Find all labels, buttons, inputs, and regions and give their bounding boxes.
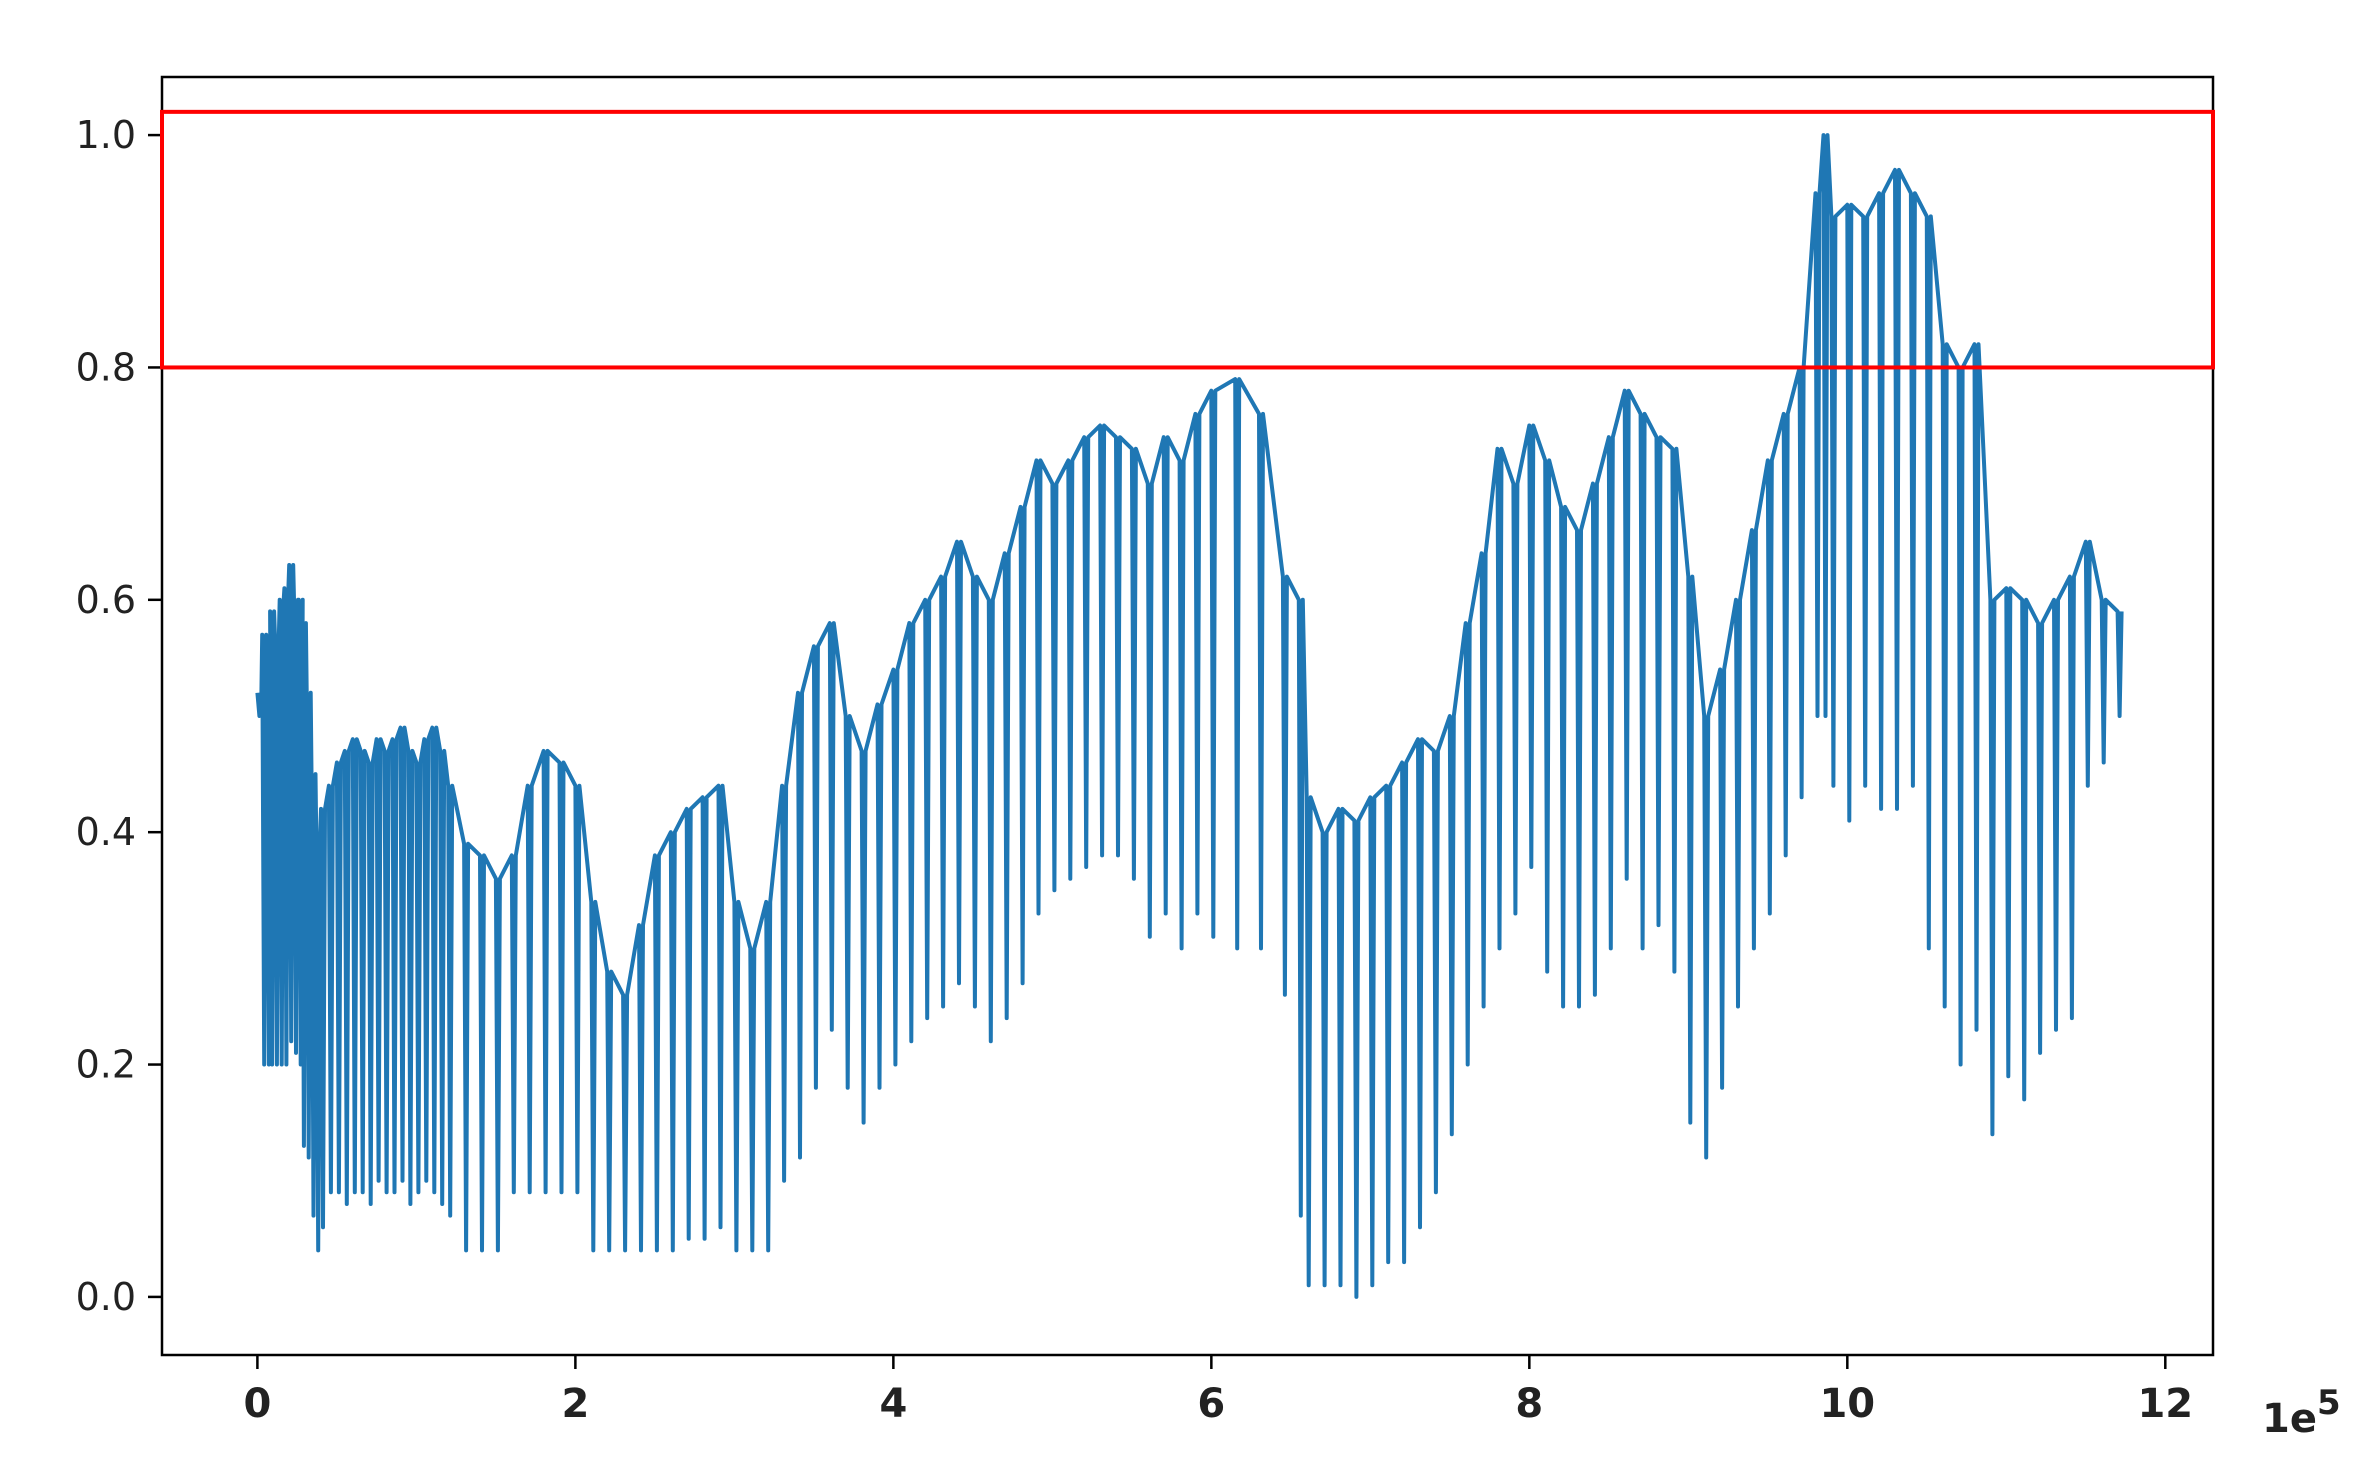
y-tick-label: 0.0 — [76, 1275, 136, 1319]
x-tick-label: 4 — [879, 1381, 907, 1427]
x-tick-label: 10 — [1819, 1381, 1875, 1427]
series-line — [255, 133, 2124, 1299]
x-tick-label: 12 — [2137, 1381, 2193, 1427]
y-tick-label: 0.8 — [76, 345, 136, 389]
x-offset-label: 1e5 — [2262, 1383, 2341, 1442]
highlight-region — [160, 109, 2215, 370]
x-tick-label: 2 — [561, 1381, 589, 1427]
y-tick-label: 0.6 — [76, 578, 136, 622]
axes-frame — [160, 75, 2215, 1357]
series-layer — [255, 133, 2124, 1299]
y-axis: 0.0 0.2 0.4 0.6 0.8 1.0 — [76, 113, 162, 1319]
y-tick-label: 0.2 — [76, 1043, 136, 1087]
x-tick-label: 6 — [1197, 1381, 1225, 1427]
x-offset-exponent: 5 — [2317, 1383, 2341, 1423]
x-tick-label: 8 — [1515, 1381, 1543, 1427]
y-tick-label: 1.0 — [76, 113, 136, 157]
x-offset-base: 1e — [2262, 1396, 2317, 1442]
x-axis: 0 2 4 6 8 10 12 — [243, 1355, 2193, 1427]
y-tick-label: 0.4 — [76, 810, 136, 854]
x-tick-label: 0 — [243, 1381, 271, 1427]
